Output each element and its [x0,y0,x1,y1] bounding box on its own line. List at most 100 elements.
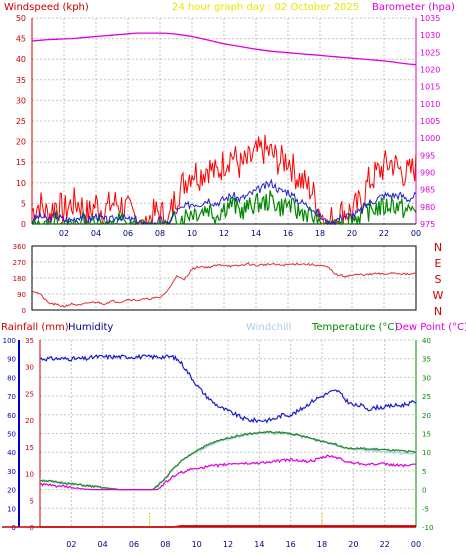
temp-time-tick-label: 18 [317,540,327,549]
humidity-tick-label: 70 [7,393,16,401]
barometer-tick-label: 1030 [420,31,440,40]
windspeed-tick-label: 45 [16,35,26,44]
barometer-tick-label: 1035 [420,14,440,23]
humidity-tick-label: 30 [7,468,16,476]
windspeed-tick-label: 25 [16,117,26,126]
humidity-axis-title: Humidity [68,322,113,333]
windspeed-tick-label: 30 [16,96,26,105]
windspeed-tick-label: 10 [16,179,26,188]
temperature-tick-label: 20 [422,412,431,420]
wind-direction-series [31,262,417,308]
dewpoint-series [40,454,417,491]
direction-compass-label: E [435,257,442,270]
barometer-series [31,32,417,66]
temp-time-tick-label: 10 [192,540,202,549]
barometer-tick-label: 980 [420,203,435,212]
humidity-series [39,353,417,424]
wind-time-tick-label: 10 [187,229,197,238]
humidity-tick-label: 10 [7,505,16,513]
rainfall-tick-label: 25 [25,390,34,398]
humidity-tick-label: 0 [12,524,16,532]
barometer-tick-label: 1000 [420,134,440,143]
wind-average-series [31,178,417,226]
temp-time-tick-label: 12 [223,540,233,549]
temp-time-tick-label: 02 [66,540,76,549]
direction-tick-label: 0 [22,307,26,315]
humidity-tick-label: 90 [7,356,16,364]
barometer-tick-label: 1015 [420,83,440,92]
rainfall-tick-label: 5 [30,497,34,505]
windspeed-tick-label: 40 [16,55,26,64]
wind-time-tick-label: 06 [123,229,133,238]
direction-tick-label: 270 [13,259,26,267]
temp-time-tick-label: 04 [98,540,108,549]
windspeed-tick-label: 15 [16,158,26,167]
barometer-tick-label: 990 [420,169,435,178]
windspeed-tick-label: 5 [21,199,26,208]
temp-time-tick-label: 00 [411,540,421,549]
wind-time-tick-label: 00 [411,229,421,238]
temperature-tick-label: -10 [422,524,433,532]
direction-tick-label: 180 [13,275,26,283]
temp-time-tick-label: 16 [286,540,296,549]
temperature-tick-label: 5 [422,468,426,476]
humidity-tick-label: 40 [7,449,16,457]
humidity-tick-label: 100 [3,337,16,345]
direction-compass-label: S [435,273,442,286]
plot-layer: 0510152025303540455097598098599099510001… [2,14,444,549]
windchill-legend: Windchill [246,322,291,333]
wind-time-tick-label: 18 [315,229,325,238]
barometer-tick-label: 1010 [420,100,440,109]
direction-compass-label: N [434,305,442,318]
direction-tick-label: 360 [13,243,26,251]
direction-tick-label: 90 [17,291,26,299]
wind-time-tick-label: 04 [91,229,101,238]
wind-low-series [31,190,417,226]
windspeed-tick-label: 20 [16,138,26,147]
wind-time-tick-label: 14 [251,229,261,238]
barometer-tick-label: 1020 [420,66,440,75]
temperature-axis-title: Temperature (°C) [311,322,398,333]
chart-title: 24 hour graph day : 02 October 2025 [172,2,359,13]
temp-time-tick-label: 20 [348,540,358,549]
humidity-tick-label: 60 [7,412,16,420]
temperature-tick-label: 10 [422,449,431,457]
temperature-tick-label: 25 [422,393,431,401]
wind-time-tick-label: 20 [347,229,357,238]
barometer-tick-label: 975 [420,220,435,229]
direction-frame [31,245,417,311]
windspeed-axis-title: Windspeed (kph) [4,2,89,13]
rainfall-tick-label: 15 [25,444,34,452]
windspeed-tick-label: 50 [16,14,26,23]
temperature-tick-label: -5 [422,505,429,513]
windspeed-tick-label: 0 [21,220,26,229]
barometer-tick-label: 1005 [420,117,440,126]
wind-time-tick-label: 16 [283,229,293,238]
rainfall-tick-label: 0 [30,524,34,532]
temperature-tick-label: 40 [422,337,431,345]
humidity-tick-label: 80 [7,374,16,382]
temperature-tick-label: 0 [422,487,426,495]
temp-time-tick-label: 06 [129,540,139,549]
wind-time-tick-label: 08 [155,229,165,238]
temp-time-tick-label: 14 [254,540,264,549]
rainfall-tick-label: 30 [25,364,34,372]
barometer-tick-label: 1025 [420,48,440,57]
rainfall-tick-label: 35 [25,337,34,345]
dewpoint-axis-title: Dew Point (°C) [395,322,466,333]
rainfall-axis-title: Rainfall (mm) [1,322,69,333]
barometer-axis-title: Barometer (hpa) [372,2,455,13]
direction-compass-label: N [434,241,442,254]
temperature-series [40,430,417,491]
wind-time-tick-label: 02 [59,229,69,238]
humidity-tick-label: 50 [7,431,16,439]
temperature-tick-label: 15 [422,431,431,439]
temperature-tick-label: 35 [422,356,431,364]
humidity-tick-label: 20 [7,487,16,495]
temp-time-tick-label: 22 [380,540,390,549]
rainfall-tick-label: 10 [25,471,34,479]
barometer-tick-label: 995 [420,151,435,160]
rainfall-tick-label: 20 [25,417,34,425]
